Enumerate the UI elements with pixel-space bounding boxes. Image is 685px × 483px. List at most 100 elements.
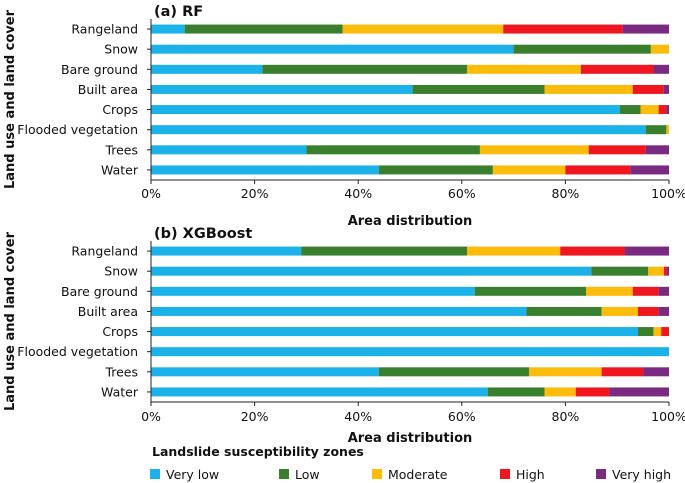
bar-flooded-vegetation-very-low — [151, 347, 669, 357]
category-label-water: Water — [101, 384, 139, 399]
category-label-snow: Snow — [104, 42, 138, 57]
category-label-snow: Snow — [104, 264, 138, 279]
x-tick-label: 80% — [552, 186, 580, 201]
category-label-water: Water — [101, 162, 139, 177]
bar-rangeland-low — [184, 24, 343, 34]
bar-built-area-moderate — [544, 84, 633, 94]
bar-snow-moderate — [650, 44, 669, 54]
chart-panel-xgboost: (b) XGBoost Rangeland Snow Bare ground Built… — [3, 226, 685, 446]
legend-label-very-high: Very high — [612, 466, 672, 482]
bar-water-low — [378, 165, 493, 175]
bar-bare-ground-very-high — [653, 64, 669, 74]
bar-rangeland-very-high — [624, 246, 669, 256]
legend-swatch-very-high — [596, 469, 606, 479]
category-label-crops: Crops — [102, 102, 138, 117]
legend-label-low: Low — [295, 466, 320, 482]
bar-snow-very-high — [666, 266, 669, 276]
legend-swatch-moderate — [372, 469, 382, 479]
bar-snow-low — [513, 44, 651, 54]
x-tick-label: 80% — [552, 409, 580, 424]
bar-crops-moderate — [640, 105, 659, 115]
x-tick-label: 100% — [651, 409, 685, 424]
legend-swatch-very-low — [150, 469, 160, 479]
bar-trees-very-low — [151, 367, 379, 377]
bar-built-area-high — [637, 306, 659, 316]
bar-crops-very-low — [151, 105, 620, 115]
x-tick-label: 0% — [141, 186, 161, 201]
category-label-crops: Crops — [102, 324, 138, 339]
bar-flooded-vegetation-very-low — [151, 125, 646, 135]
bar-crops-very-high — [666, 105, 669, 115]
x-tick-label: 60% — [448, 186, 476, 201]
bar-rangeland-moderate — [466, 246, 561, 256]
legend-label-high: High — [516, 466, 545, 482]
x-tick-label: 40% — [344, 409, 372, 424]
bar-built-area-very-low — [151, 306, 527, 316]
y-axis-label: Land use and land cover — [3, 9, 18, 189]
x-tick-label: 40% — [344, 186, 372, 201]
category-label-trees: Trees — [104, 142, 138, 157]
bar-trees-very-low — [151, 145, 307, 155]
chart-title: (a) RF — [154, 4, 203, 20]
x-tick-label: 0% — [141, 409, 161, 424]
bar-crops-low — [619, 105, 641, 115]
bar-bare-ground-high — [580, 64, 654, 74]
legend-label-moderate: Moderate — [388, 466, 448, 482]
bar-rangeland-very-low — [151, 246, 302, 256]
bar-water-high — [565, 165, 631, 175]
bar-bare-ground-high — [632, 286, 659, 296]
bar-snow-low — [591, 266, 649, 276]
bar-water-very-low — [151, 165, 379, 175]
bar-bare-ground-low — [474, 286, 587, 296]
bar-rangeland-high — [503, 24, 623, 34]
bar-bare-ground-very-low — [151, 286, 475, 296]
category-label-built-area: Built area — [78, 82, 138, 97]
bar-water-moderate — [544, 387, 576, 397]
bar-bare-ground-very-low — [151, 64, 263, 74]
category-label-bare-ground: Bare ground — [61, 284, 138, 299]
bar-water-moderate — [492, 165, 566, 175]
legend-item-moderate: Moderate — [372, 466, 447, 482]
bar-trees-moderate — [479, 145, 589, 155]
bar-rangeland-very-low — [151, 24, 185, 34]
category-label-trees: Trees — [104, 364, 138, 379]
bar-snow-very-low — [151, 266, 592, 276]
x-tick-label: 20% — [241, 186, 269, 201]
legend-item-low: Low — [279, 466, 320, 482]
legend: Very low Low Moderate High Very high — [150, 466, 685, 482]
chart-panel-rf: (a) RF Rangeland Snow Bare ground Built area… — [3, 4, 685, 229]
bar-crops-high — [658, 105, 667, 115]
category-label-built-area: Built area — [78, 304, 138, 319]
y-axis-label: Land use and land cover — [3, 231, 18, 411]
legend-swatch-low — [279, 469, 289, 479]
bar-bare-ground-low — [262, 64, 467, 74]
bar-snow-high — [663, 266, 667, 276]
bar-crops-low — [637, 327, 654, 337]
bar-snow-very-low — [151, 44, 514, 54]
category-label-flooded-vegetation: Flooded vegetation — [17, 344, 138, 359]
category-label-rangeland: Rangeland — [71, 244, 138, 259]
bar-trees-high — [601, 367, 644, 377]
legend-label-very-low: Very low — [166, 466, 220, 482]
x-axis-label: Area distribution — [348, 431, 473, 446]
bar-bare-ground-moderate — [586, 286, 633, 296]
x-tick-label: 20% — [241, 409, 269, 424]
legend-item-very-high: Very high — [596, 466, 671, 482]
category-label-flooded-vegetation: Flooded vegetation — [17, 122, 138, 137]
x-axis-label: Area distribution — [348, 214, 473, 229]
legend-title: Landslide susceptibility zones — [152, 444, 364, 459]
bar-crops-high — [661, 327, 669, 337]
chart-title: (b) XGBoost — [154, 226, 252, 242]
bar-built-area-moderate — [601, 306, 638, 316]
bar-trees-very-high — [645, 145, 669, 155]
x-tick-label: 60% — [448, 409, 476, 424]
bar-water-low — [487, 387, 545, 397]
bar-trees-low — [306, 145, 480, 155]
bar-water-very-high — [630, 165, 669, 175]
bar-rangeland-high — [560, 246, 625, 256]
bar-water-very-high — [609, 387, 669, 397]
bar-water-high — [575, 387, 610, 397]
category-label-bare-ground: Bare ground — [61, 62, 138, 77]
bar-flooded-vegetation-low — [645, 125, 667, 135]
